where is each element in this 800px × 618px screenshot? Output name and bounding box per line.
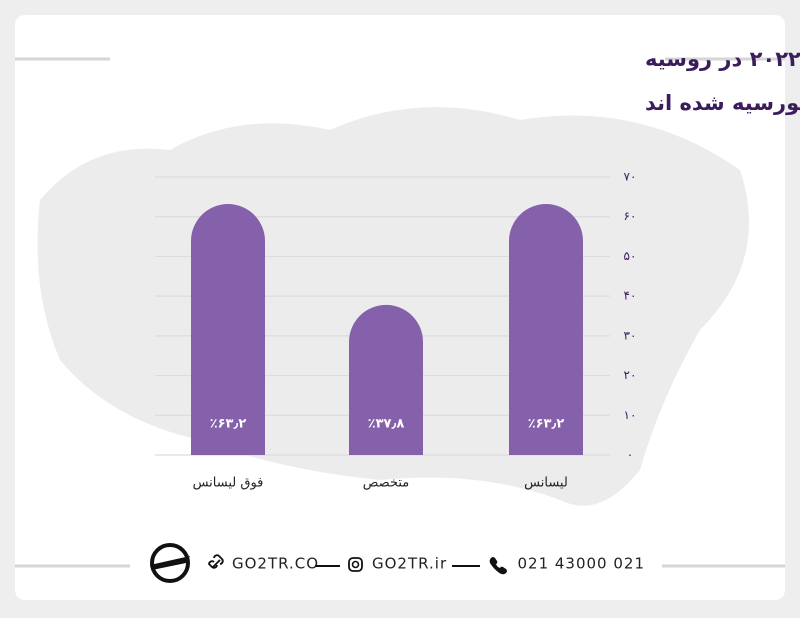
value-label: ٪۳۷٫۸: [368, 417, 405, 432]
bar: [349, 304, 423, 455]
instagram: GO2TR.ir: [372, 555, 447, 573]
y-tick-label: ۳۰: [624, 328, 637, 342]
x-tick-label: فوق لیسانس: [193, 476, 264, 491]
y-tick-label: ۰: [627, 448, 633, 462]
value-label: ٪۶۳٫۲: [210, 417, 247, 432]
y-tick-label: ۲۰: [624, 368, 637, 382]
phone: 021 43000 021: [517, 555, 645, 573]
bar: [509, 204, 583, 455]
value-label: ٪۶۳٫۲: [528, 417, 565, 432]
x-tick-label: متخصص: [363, 476, 409, 491]
plot: ۰ ۱۰ ۲۰ ۳۰ ۴۰ ۵۰ ۶۰ ۷۰ ٪۶۳٫۲ لیسانس ٪۳۷٫۸ متخصص ٪۶۳٫…: [155, 170, 636, 491]
link-icon: [208, 554, 224, 569]
y-tick-label: ۵۰: [624, 249, 637, 263]
bar: [191, 204, 265, 455]
y-tick-label: ۴۰: [624, 289, 637, 303]
y-tick-label: ۱۰: [624, 408, 637, 422]
instagram-icon: [348, 557, 363, 572]
y-tick-label: ۷۰: [624, 170, 637, 184]
y-tick-label: ۶۰: [624, 209, 637, 223]
phone-icon: [489, 557, 507, 575]
chart-title: درصد افرادی که در سال ۲۰۲۱-۲۰۲۲ در روسیه: [645, 47, 800, 71]
x-tick-label: لیسانس: [524, 476, 568, 491]
logo: [150, 543, 190, 583]
chart-title: موفق به دریافت بورسیه شده اند: [645, 91, 800, 115]
instagram-icon: [351, 560, 360, 569]
website: GO2TR.CO: [232, 555, 319, 573]
